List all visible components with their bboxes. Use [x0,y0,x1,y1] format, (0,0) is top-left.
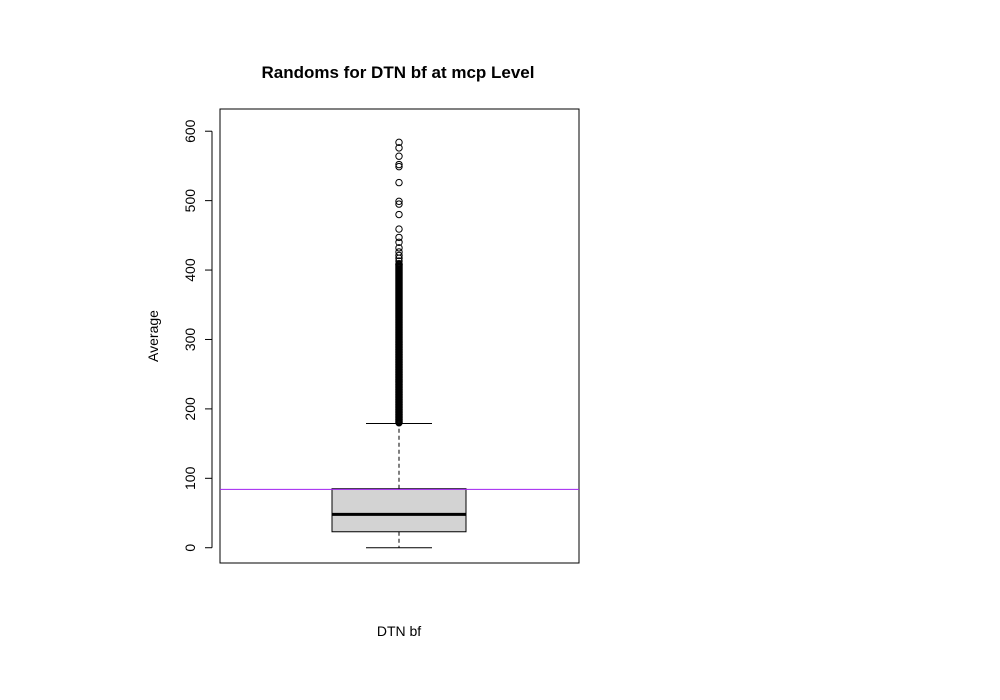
y-tick-label-500: 500 [182,189,198,213]
y-axis-label: Average [145,310,161,362]
iqr-box [332,489,466,532]
y-tick-label-300: 300 [182,328,198,352]
y-axis: 0 100 200 300 400 500 600 [182,119,212,551]
x-axis-label: DTN bf [377,623,421,639]
chart-title: Randoms for DTN bf at mcp Level [262,63,535,82]
outlier-point [396,211,402,217]
outlier-point [396,153,402,159]
y-tick-label-0: 0 [182,544,198,552]
y-tick-label-600: 600 [182,119,198,143]
y-tick-label-100: 100 [182,466,198,490]
outlier-point [396,179,402,185]
y-tick-label-200: 200 [182,397,198,421]
y-tick-label-400: 400 [182,258,198,282]
outlier-point [396,226,402,232]
plot-area [220,139,579,548]
